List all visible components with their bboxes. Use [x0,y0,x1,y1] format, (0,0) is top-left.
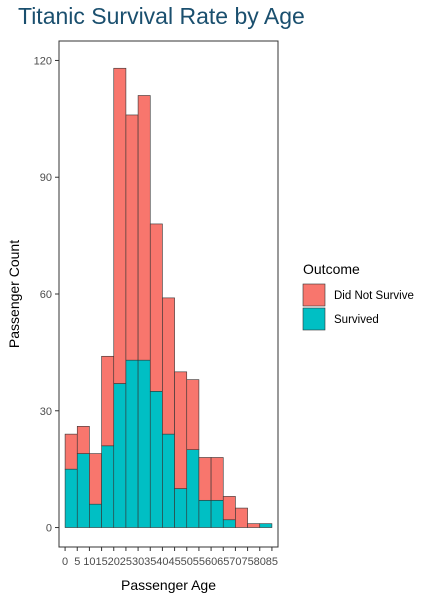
bar-did-not-survive-70 [235,507,248,528]
y-tick-label-0: 0 [46,523,52,535]
legend-title: Outcome [303,261,360,277]
x-tick-label-70: 70 [229,556,241,568]
bar-did-not-survive-60 [210,457,224,501]
legend-label-survived: Survived [334,314,379,326]
bar-did-not-survive-55 [198,457,212,501]
bar-did-not-survive-65 [222,496,236,521]
y-tick-label-60: 60 [40,289,52,301]
bar-survived-5 [76,453,90,528]
bar-survived-10 [89,503,102,528]
x-tick-label-35: 35 [144,556,156,568]
legend-key-survived [302,307,326,331]
x-tick-label-45: 45 [168,556,180,568]
bar-did-not-survive-40 [162,297,175,435]
bar-did-not-survive-20 [113,67,127,384]
legend-label-did-not-survive: Did Not Survive [334,290,414,302]
bar-survived-15 [101,445,115,528]
x-tick-label-85: 85 [266,556,278,568]
y-axis-title: Passenger Count [6,240,22,348]
x-tick-label-80: 80 [254,556,266,568]
bar-survived-30 [137,359,151,528]
bar-survived-65 [222,519,236,528]
x-tick-label-0: 0 [62,556,68,568]
legend-key-did-not-survive [302,283,326,307]
x-tick-label-5: 5 [74,556,80,568]
y-tick-label-120: 120 [34,55,52,67]
y-tick-label-90: 90 [40,172,52,184]
bar-did-not-survive-30 [137,95,151,361]
x-tick-label-55: 55 [193,556,205,568]
x-tick-label-25: 25 [120,556,132,568]
x-tick-label-40: 40 [156,556,168,568]
bar-survived-55 [198,499,212,528]
bar-did-not-survive-25 [125,114,139,361]
bar-did-not-survive-45 [174,371,188,489]
bar-did-not-survive-15 [101,355,115,447]
chart-title: Titanic Survival Rate by Age [18,3,305,29]
bar-survived-0 [64,468,78,528]
bar-did-not-survive-0 [64,433,78,470]
bar-survived-35 [149,391,163,528]
x-tick-label-65: 65 [217,556,229,568]
x-tick-label-60: 60 [205,556,217,568]
bar-did-not-survive-5 [76,426,90,454]
bar-survived-60 [210,499,224,528]
bar-did-not-survive-50 [186,379,200,450]
bar-survived-20 [113,383,127,528]
bar-did-not-survive-10 [89,453,102,505]
bar-did-not-survive-35 [149,223,163,392]
y-tick-label-30: 30 [40,406,52,418]
x-tick-label-15: 15 [95,556,107,568]
x-tick-label-10: 10 [83,556,95,568]
x-axis-title: Passenger Age [121,577,216,593]
bar-did-not-survive-75 [247,523,261,528]
x-tick-label-30: 30 [132,556,144,568]
x-tick-label-50: 50 [181,556,193,568]
bar-survived-25 [125,359,139,528]
bar-survived-80 [259,523,273,528]
x-tick-label-75: 75 [241,556,253,568]
bar-survived-45 [174,488,188,528]
x-tick-label-20: 20 [108,556,120,568]
bar-survived-40 [162,433,175,528]
bar-survived-50 [186,449,200,528]
